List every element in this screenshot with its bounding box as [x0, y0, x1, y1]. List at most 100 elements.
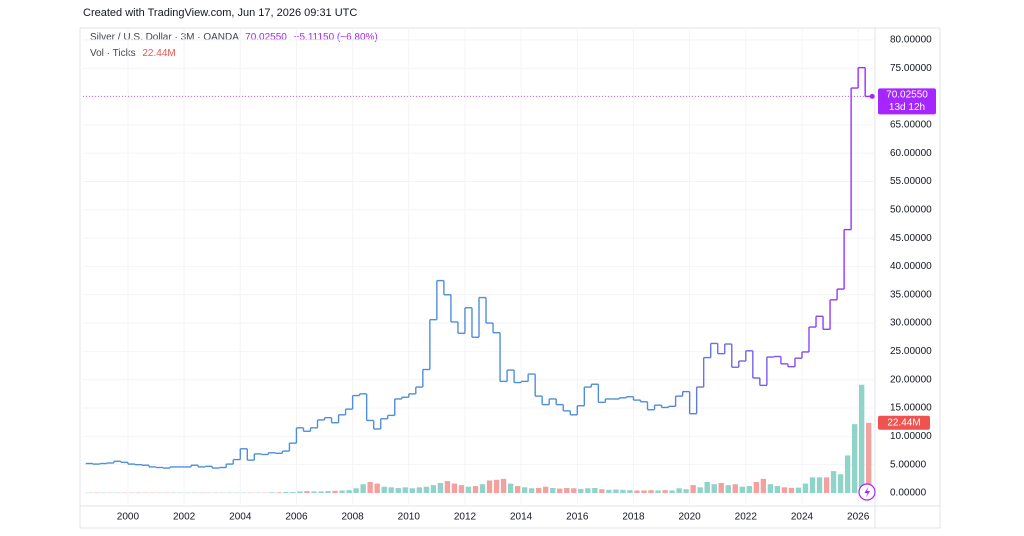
volume-label: 22.44M — [887, 417, 920, 428]
y-tick-label: 40.00000 — [890, 261, 932, 272]
volume-bar — [521, 487, 528, 493]
x-tick-label: 2016 — [566, 512, 589, 523]
volume-bar — [465, 486, 472, 493]
volume-bar — [472, 486, 479, 493]
volume-bar — [655, 490, 661, 493]
y-tick-label: 35.00000 — [890, 289, 932, 300]
x-tick-label: 2024 — [791, 512, 814, 523]
volume-bar — [823, 477, 830, 493]
volume-bar — [816, 477, 823, 493]
volume-title: Vol · Ticks — [90, 48, 136, 59]
plot: 0.00000 5.00000 10.00000 15.00000 20.00000 25… — [83, 28, 936, 523]
volume-label-box — [878, 415, 930, 430]
volume-bar — [788, 487, 795, 493]
volume-bar — [662, 490, 668, 493]
y-tick-label: 45.00000 — [890, 233, 932, 244]
volume-bar — [353, 488, 359, 493]
volume-bar — [402, 487, 408, 493]
volume-bar — [669, 490, 675, 493]
volume-bar — [374, 483, 380, 493]
volume-bar — [802, 483, 809, 493]
volume-bar — [837, 474, 844, 493]
volume-bar — [676, 488, 682, 493]
header: Created with TradingView.com, Jun 17, 20… — [83, 7, 357, 19]
volume-bar — [767, 484, 774, 493]
volume-bar — [381, 486, 387, 493]
volume-bar — [578, 488, 584, 493]
volume-bar — [697, 487, 703, 493]
volume-bar — [851, 424, 858, 493]
volume-bar — [395, 487, 401, 493]
volume-bar — [311, 491, 317, 493]
x-tick-label: 2018 — [622, 512, 645, 523]
volume-bar — [704, 482, 710, 493]
volume-bar — [276, 492, 282, 493]
volume-bar — [297, 491, 303, 493]
volume-bar — [641, 490, 647, 493]
volume-bar — [367, 482, 373, 493]
volume-bar — [557, 488, 563, 493]
volume-bar — [711, 484, 717, 493]
x-tick-label: 2020 — [679, 512, 702, 523]
volume-bar — [592, 487, 598, 493]
x-tick-label: 2014 — [510, 512, 533, 523]
y-tick-label: 25.00000 — [890, 346, 932, 357]
volume-bar — [269, 492, 275, 493]
volume-bar — [458, 485, 465, 493]
volume-bar — [648, 490, 654, 493]
volume-bar — [437, 482, 444, 493]
volume-bar — [528, 488, 535, 493]
volume-bar — [774, 486, 781, 493]
y-tick-label: 10.00000 — [890, 431, 932, 442]
volume-bar — [683, 489, 689, 493]
volume-bar — [718, 482, 724, 493]
x-tick-label: 2012 — [454, 512, 477, 523]
y-tick-label: 50.00000 — [890, 204, 932, 215]
volume-bar — [585, 488, 591, 493]
volume-bar — [409, 488, 415, 493]
volume-bar — [866, 422, 872, 493]
volume-bar — [795, 487, 802, 493]
volume-bar — [760, 478, 767, 493]
price-label-box — [878, 88, 936, 115]
volume-bar — [746, 486, 752, 493]
volume-bar — [571, 488, 577, 493]
frame — [79, 27, 941, 529]
volume-bar — [690, 485, 696, 493]
volume-bar — [781, 487, 788, 493]
y-tick-label: 30.00000 — [890, 318, 932, 329]
volume-bar — [830, 471, 837, 493]
volume-bar — [318, 491, 324, 493]
volume-bar — [543, 486, 549, 493]
legend-volume: Vol · Ticks 22.44M — [90, 48, 176, 59]
volume-bar — [479, 484, 486, 493]
lightning-button[interactable] — [858, 483, 876, 501]
volume-bar — [423, 486, 430, 493]
price-label: 70.02550 — [886, 90, 928, 101]
volume-bar — [725, 485, 731, 493]
volume-bar — [332, 490, 338, 493]
y-tick-label: 0.00000 — [890, 488, 927, 499]
lightning-icon[interactable] — [864, 486, 871, 498]
volume-bar — [507, 483, 514, 493]
y-tick-label: 55.00000 — [890, 176, 932, 187]
volume-bar — [360, 484, 366, 493]
x-tick-label: 2022 — [735, 512, 758, 523]
volume-bar — [627, 490, 633, 493]
volume-bar — [486, 480, 493, 493]
symbol: Silver / U.S. Dollar · 3M · OANDA — [90, 32, 239, 43]
volume-bar — [550, 487, 556, 493]
volume-bar — [606, 489, 612, 493]
x-tick-label: 2000 — [117, 512, 140, 523]
x-tick-label: 2004 — [229, 512, 252, 523]
volume-bar — [613, 489, 619, 493]
volume-bar — [858, 384, 865, 493]
volume-bar — [536, 487, 542, 493]
y-tick-label: 5.00000 — [890, 459, 927, 470]
volume-bar — [325, 491, 331, 493]
x-tick-label: 2002 — [173, 512, 196, 523]
y-tick-label: 80.00000 — [890, 35, 932, 46]
volume-bar — [732, 484, 738, 493]
volume-value: 22.44M — [142, 48, 175, 59]
